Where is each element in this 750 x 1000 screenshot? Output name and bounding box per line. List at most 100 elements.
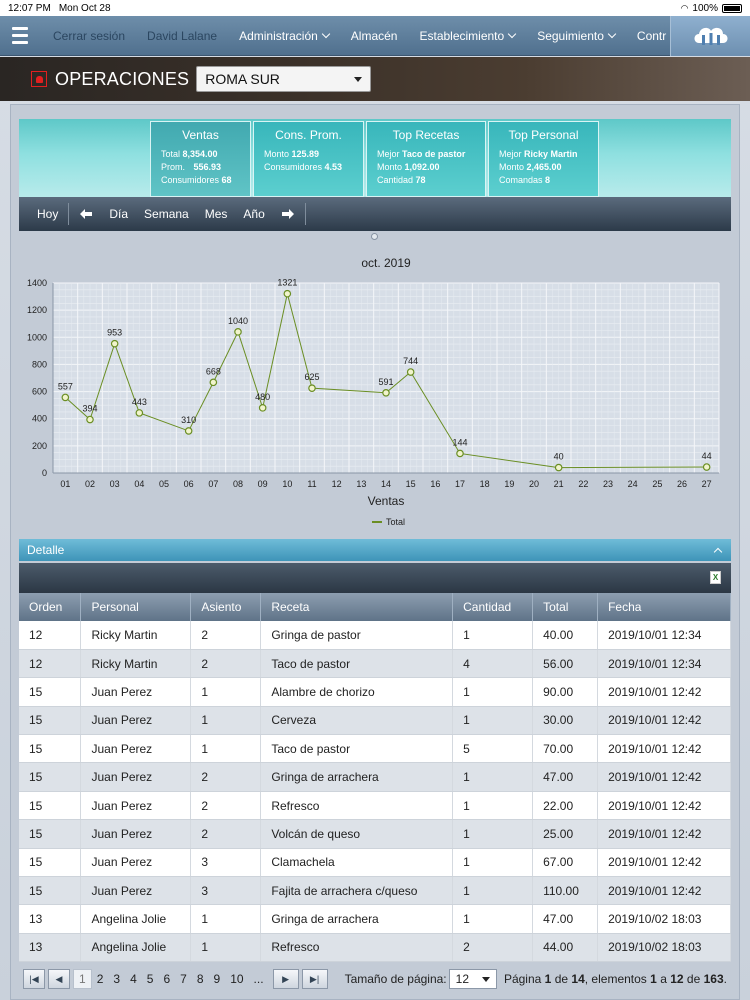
column-header[interactable]: Fecha (597, 593, 731, 621)
nav-seguimiento[interactable]: Seguimiento (526, 29, 626, 43)
table-row[interactable]: 15 Juan Perez 1 Cerveza 1 30.00 2019/10/01 12:… (19, 706, 731, 736)
table-cell: 15 (19, 677, 82, 707)
btn-dia[interactable]: Día (109, 207, 129, 221)
data-label: 668 (206, 366, 221, 376)
page-number[interactable]: 4 (130, 972, 137, 986)
page-number[interactable]: 8 (196, 972, 204, 986)
prev-page-icon[interactable]: ◀ (48, 969, 70, 989)
page-number[interactable]: 9 (213, 972, 221, 986)
table-row[interactable]: 15 Juan Perez 1 Alambre de chorizo 1 90.00 201… (19, 677, 731, 707)
table-row[interactable]: 15 Juan Perez 2 Refresco 1 22.00 2019/10/01 12… (19, 791, 731, 821)
page-number[interactable]: 2 (96, 972, 104, 986)
detail-table: Orden Personal Asiento Receta Cantidad Total F… (19, 593, 731, 963)
kpi-title: Top Personal (508, 128, 579, 142)
table-cell: 3 (190, 876, 262, 906)
kpi-top-recetas[interactable]: Top Recetas Mejor Taco de pastor Monto 1… (366, 121, 486, 197)
kpi-recetas-cantidad: 78 (415, 175, 426, 185)
table-cell: 15 (19, 848, 82, 878)
nav-almacen[interactable]: Almacén (350, 28, 398, 43)
column-header[interactable]: Cantidad (452, 593, 534, 621)
page-number[interactable]: 7 (180, 972, 187, 986)
hamburger-menu-icon[interactable] (0, 16, 40, 56)
table-cell: 90.00 (532, 677, 599, 707)
table-cell: 2 (452, 933, 534, 963)
kpi-cons-consumidores: 4.53 (324, 162, 343, 172)
branch-select[interactable]: ROMA SUR (196, 66, 372, 92)
table-cell: 44.00 (532, 933, 599, 963)
data-label: 744 (403, 356, 418, 366)
table-row[interactable]: 15 Juan Perez 2 Volcán de queso 1 25.00 2019/1… (19, 819, 731, 849)
table-cell: 15 (19, 762, 82, 792)
kpi-personal-monto: 2,465.00 (526, 162, 562, 172)
data-label: 394 (82, 404, 97, 414)
table-row[interactable]: 12 Ricky Martin 2 Gringa de pastor 1 40.00 201… (19, 621, 731, 650)
page-number[interactable]: 1 (73, 969, 92, 989)
nav-control[interactable]: Contr (636, 28, 667, 43)
x-tick-label: 11 (307, 479, 316, 489)
btn-mes[interactable]: Mes (204, 207, 228, 221)
btn-hoy[interactable]: Hoy (37, 207, 59, 221)
table-cell: Ricky Martin (80, 621, 192, 650)
nav-logout[interactable]: Cerrar sesión (53, 28, 126, 43)
column-header[interactable]: Personal (80, 593, 192, 621)
detalle-header[interactable]: Detalle (19, 539, 731, 561)
period-toolbar: Hoy Día Semana Mes Año (19, 197, 731, 231)
table-cell: 2019/10/01 12:42 (597, 706, 731, 736)
btn-semana[interactable]: Semana (144, 207, 189, 221)
table-cell: Clamachela (260, 848, 454, 878)
table-row[interactable]: 15 Juan Perez 3 Clamachela 1 67.00 2019/10/01 … (19, 848, 731, 878)
data-point (554, 463, 563, 472)
column-header[interactable]: Asiento (190, 593, 262, 621)
excel-export-icon[interactable]: X (710, 571, 721, 584)
page-size-select[interactable]: 12 (448, 969, 497, 989)
pager: |◀ ◀ 1 2 3 4 5 6 7 8 9 10... ▶ ▶| Tamaño de págin… (19, 965, 731, 993)
table-cell: 1 (452, 819, 534, 849)
table-row[interactable]: 12 Ricky Martin 2 Taco de pastor 4 56.00 2019/… (19, 649, 731, 679)
page-number[interactable]: 5 (146, 972, 154, 986)
page-number[interactable]: 6 (163, 972, 171, 986)
table-cell: Juan Perez (80, 791, 192, 821)
page-number[interactable]: ... (253, 972, 264, 986)
column-header[interactable]: Receta (260, 593, 454, 621)
x-tick-label: 19 (504, 479, 514, 489)
page-number[interactable]: 3 (113, 972, 121, 986)
bell-icon[interactable] (31, 71, 47, 87)
kpi-ventas[interactable]: Ventas Total 8,354.00 Prom. 556.93 Consu… (150, 121, 251, 197)
prev-arrow-icon[interactable] (71, 203, 101, 225)
nav-establecimiento[interactable]: Establecimiento (408, 29, 526, 43)
kpi-top-personal[interactable]: Top Personal Mejor Ricky Martin Monto 2,… (488, 121, 599, 197)
page-size-value: 12 (455, 972, 469, 986)
nav-administracion[interactable]: Administración (228, 29, 340, 43)
table-row[interactable]: 15 Juan Perez 1 Taco de pastor 5 70.00 2019/10… (19, 734, 731, 764)
table-cell: 2 (190, 649, 262, 679)
table-cell: 2 (190, 762, 262, 792)
btn-anio[interactable]: Año (243, 207, 265, 221)
kpi-ventas-total: 8,354.00 (182, 149, 218, 159)
last-page-icon[interactable]: ▶| (301, 969, 328, 989)
nav-user[interactable]: David Lalane (147, 28, 218, 43)
column-header[interactable]: Orden (19, 593, 82, 621)
next-arrow-icon[interactable] (273, 203, 303, 225)
table-row[interactable]: 13 Angelina Jolie 1 Refresco 2 44.00 2019/10/0… (19, 933, 731, 963)
table-cell: Alambre de chorizo (260, 677, 454, 707)
x-tick-label: 10 (282, 479, 292, 489)
table-cell: Juan Perez (80, 848, 192, 878)
next-page-icon[interactable]: ▶ (272, 969, 299, 989)
table-row[interactable]: 13 Angelina Jolie 1 Gringa de arrachera 1 47.… (19, 904, 731, 934)
dropdown-arrow-icon (481, 976, 490, 982)
kpi-cons-prom[interactable]: Cons. Prom. Monto 125.89 Consumidores 4.… (253, 121, 364, 197)
first-page-icon[interactable]: |◀ (23, 969, 45, 989)
page-number[interactable]: 10 (230, 972, 244, 986)
table-row[interactable]: 15 Juan Perez 2 Gringa de arrachera 1 47.00 20… (19, 762, 731, 792)
data-label: 1321 (277, 278, 297, 288)
table-row[interactable]: 15 Juan Perez 3 Fajita de arrachera c/queso… (19, 876, 731, 906)
x-tick-label: 24 (628, 479, 638, 489)
data-point (86, 415, 94, 424)
kpi-personal-mejor: Ricky Martin (524, 149, 578, 159)
table-cell: 4 (452, 649, 534, 679)
column-header[interactable]: Total (532, 593, 599, 621)
resize-handle[interactable] (371, 233, 378, 240)
collapse-icon[interactable] (713, 547, 723, 557)
app-logo[interactable] (670, 16, 750, 56)
table-cell: 2019/10/01 12:34 (597, 649, 731, 679)
